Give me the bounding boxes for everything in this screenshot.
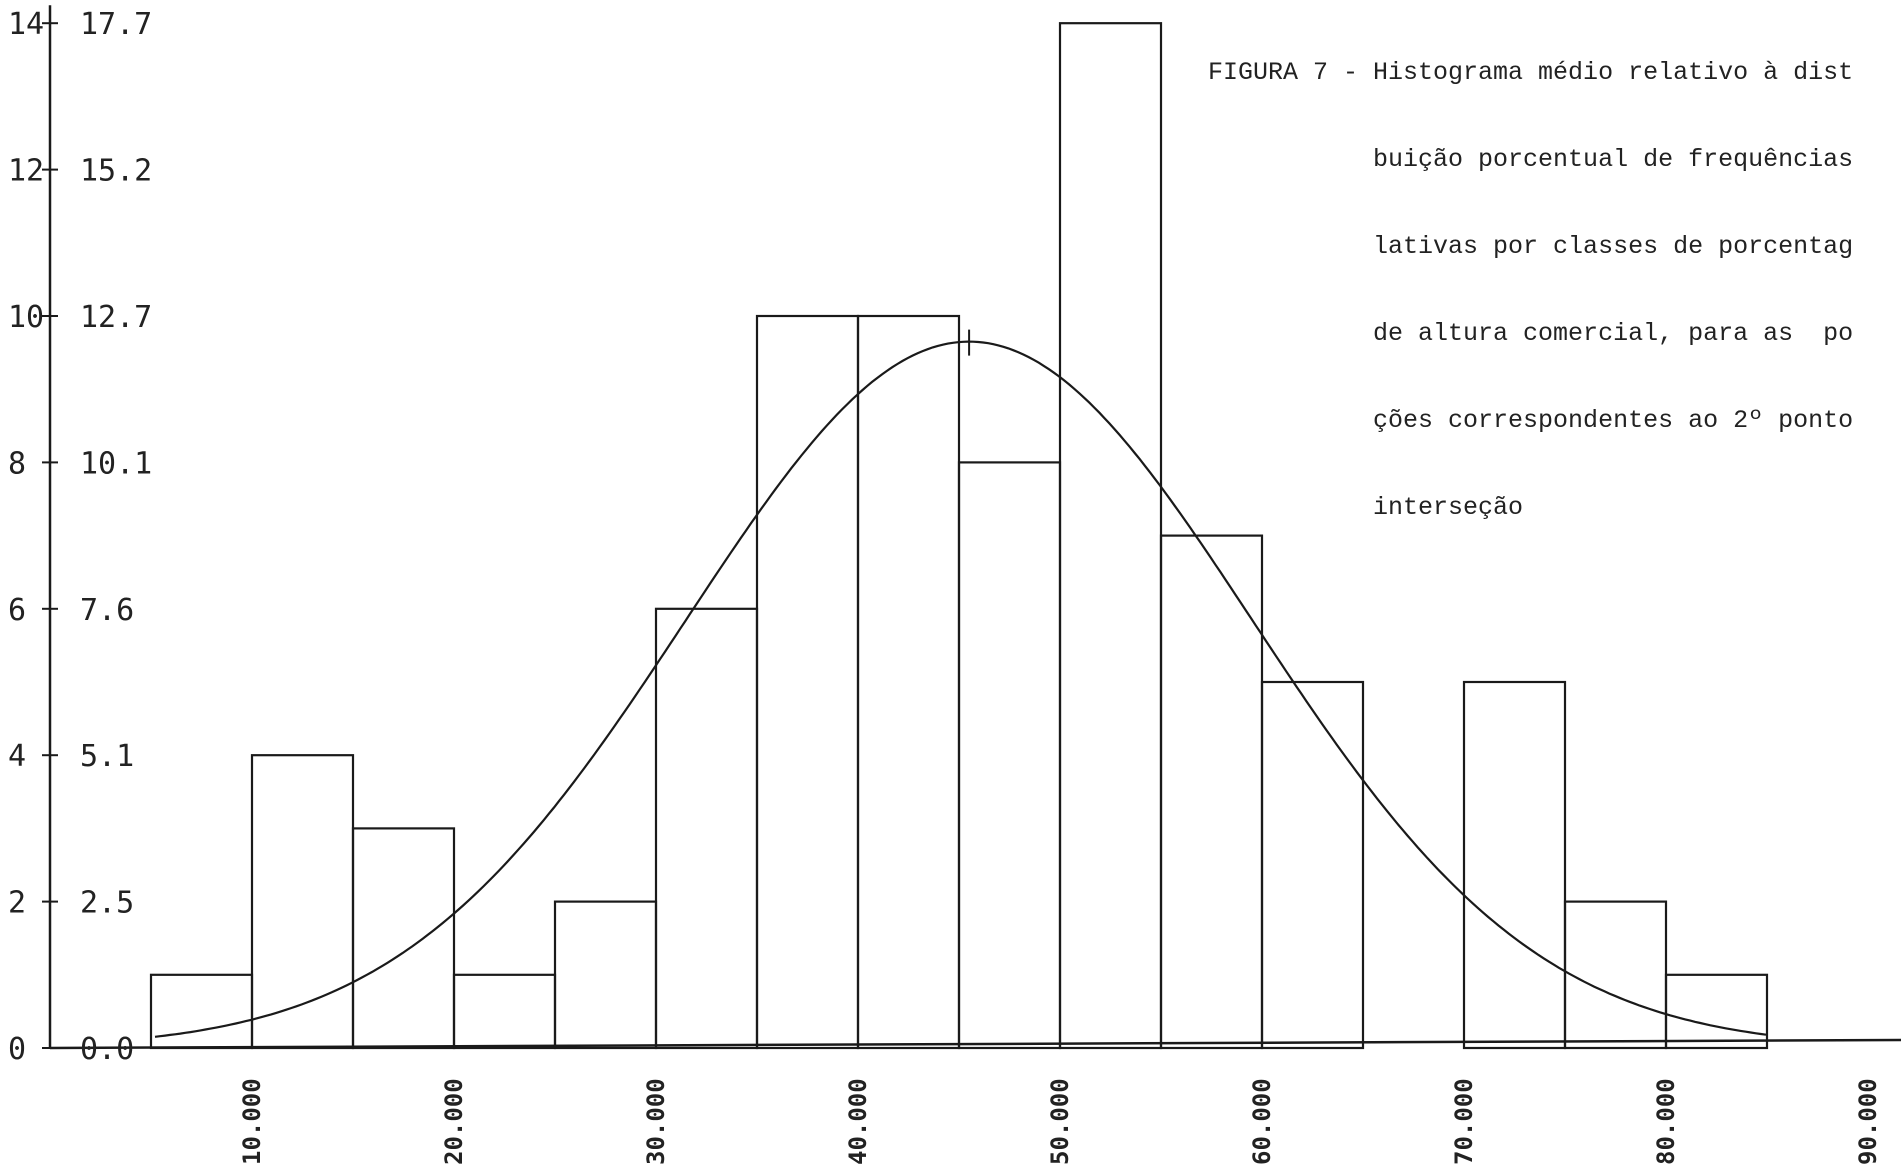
y-tick-label-left: 14 <box>8 7 44 42</box>
x-tick-label: 70.000 <box>1450 1078 1478 1165</box>
histogram-bar <box>957 461 1062 1050</box>
histogram-bar <box>351 827 456 1050</box>
histogram-bar <box>1664 973 1769 1050</box>
x-axis-line <box>49 1038 1901 1050</box>
normal-curve <box>154 329 1767 1038</box>
histogram-bar <box>1563 900 1668 1050</box>
caption-line: ções correspondentes ao 2º ponto <box>1208 406 1854 435</box>
y-tick-label-right: 12.7 <box>80 300 152 335</box>
x-tick-label: 50.000 <box>1046 1078 1074 1165</box>
y-tick-label-right: 15.2 <box>80 154 152 189</box>
y-tick-label-left: 2 <box>8 886 26 921</box>
figure-caption: FIGURA 7 - Histograma médio relativo à d… <box>1208 0 1898 551</box>
histogram-bar <box>553 900 658 1050</box>
y-tick-label-right: 0.0 <box>80 1032 134 1067</box>
histogram-bar <box>755 314 860 1050</box>
y-tick-label-left: 10 <box>8 300 44 335</box>
y-tick-label-right: 7.6 <box>80 593 134 628</box>
x-tick-label: 90.000 <box>1854 1078 1882 1165</box>
tick-labels: 0 0.0 2 2.5 4 5.1 6 7.6 8 10.1 10 12.7 12 15.2 14 17.7 1… <box>8 7 1882 1165</box>
histogram-bar <box>1462 680 1567 1050</box>
x-tick-label: 40.000 <box>844 1078 872 1165</box>
x-tick-label: 20.000 <box>440 1078 468 1165</box>
x-tick-label: 10.000 <box>238 1078 266 1165</box>
histogram-bar <box>1058 22 1163 1050</box>
y-tick-label-left: 8 <box>8 446 26 481</box>
x-tick-label: 80.000 <box>1652 1078 1680 1165</box>
histogram-bars <box>149 22 1769 1050</box>
y-tick-label-right: 2.5 <box>80 886 134 921</box>
caption-line: FIGURA 7 - Histograma médio relativo à d… <box>1208 58 1854 87</box>
caption-line: lativas por classes de porcentag <box>1208 232 1854 261</box>
histogram-bar <box>149 973 254 1050</box>
axes <box>42 5 1901 1050</box>
caption-line: interseção <box>1208 493 1524 522</box>
histogram-bar <box>452 973 557 1050</box>
y-tick-label-left: 12 <box>8 154 44 189</box>
y-tick-label-left: 6 <box>8 593 26 628</box>
histogram-bar <box>856 314 961 1050</box>
curve-line <box>154 340 1767 1038</box>
y-tick-label-left: 0 <box>8 1032 26 1067</box>
caption-line: buição porcentual de frequências <box>1208 145 1854 174</box>
histogram-bar <box>1260 680 1365 1050</box>
caption-line: de altura comercial, para as po <box>1208 319 1854 348</box>
x-tick-label: 30.000 <box>642 1078 670 1165</box>
x-tick-label: 60.000 <box>1248 1078 1276 1165</box>
y-tick-label-right: 5.1 <box>80 739 134 774</box>
histogram-bar <box>654 607 759 1050</box>
y-tick-label-right: 10.1 <box>80 446 152 481</box>
y-tick-label-left: 4 <box>8 739 26 774</box>
y-tick-label-right: 17.7 <box>80 7 152 42</box>
